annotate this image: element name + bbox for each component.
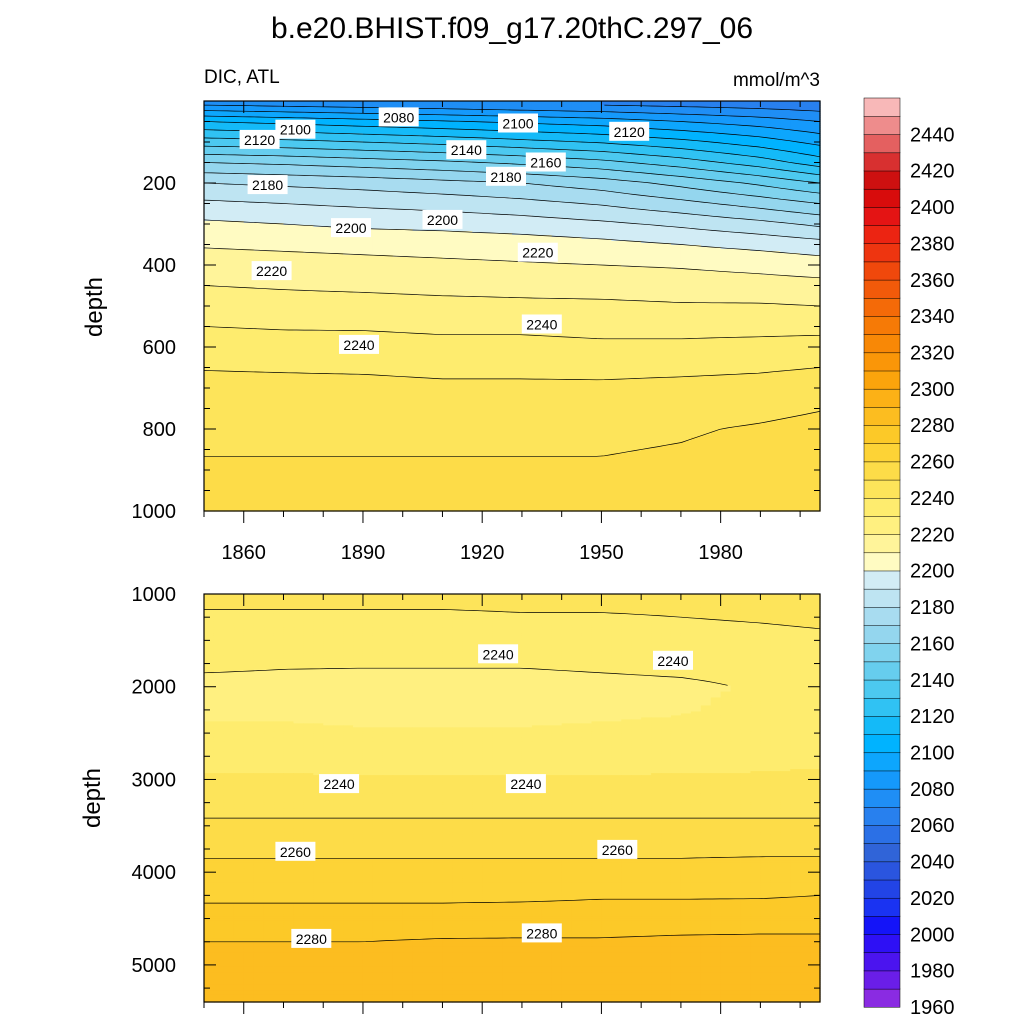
subtitle-left: DIC, ATL	[204, 67, 280, 88]
subtitle-right: mmol/m^3	[733, 70, 820, 91]
chart-title: b.e20.BHIST.f09_g17.20thC.297_06	[271, 12, 753, 45]
upper-panel: 2080210021202100212021402160218021802200…	[132, 101, 821, 564]
upper-heatmap-cells	[204, 101, 821, 512]
